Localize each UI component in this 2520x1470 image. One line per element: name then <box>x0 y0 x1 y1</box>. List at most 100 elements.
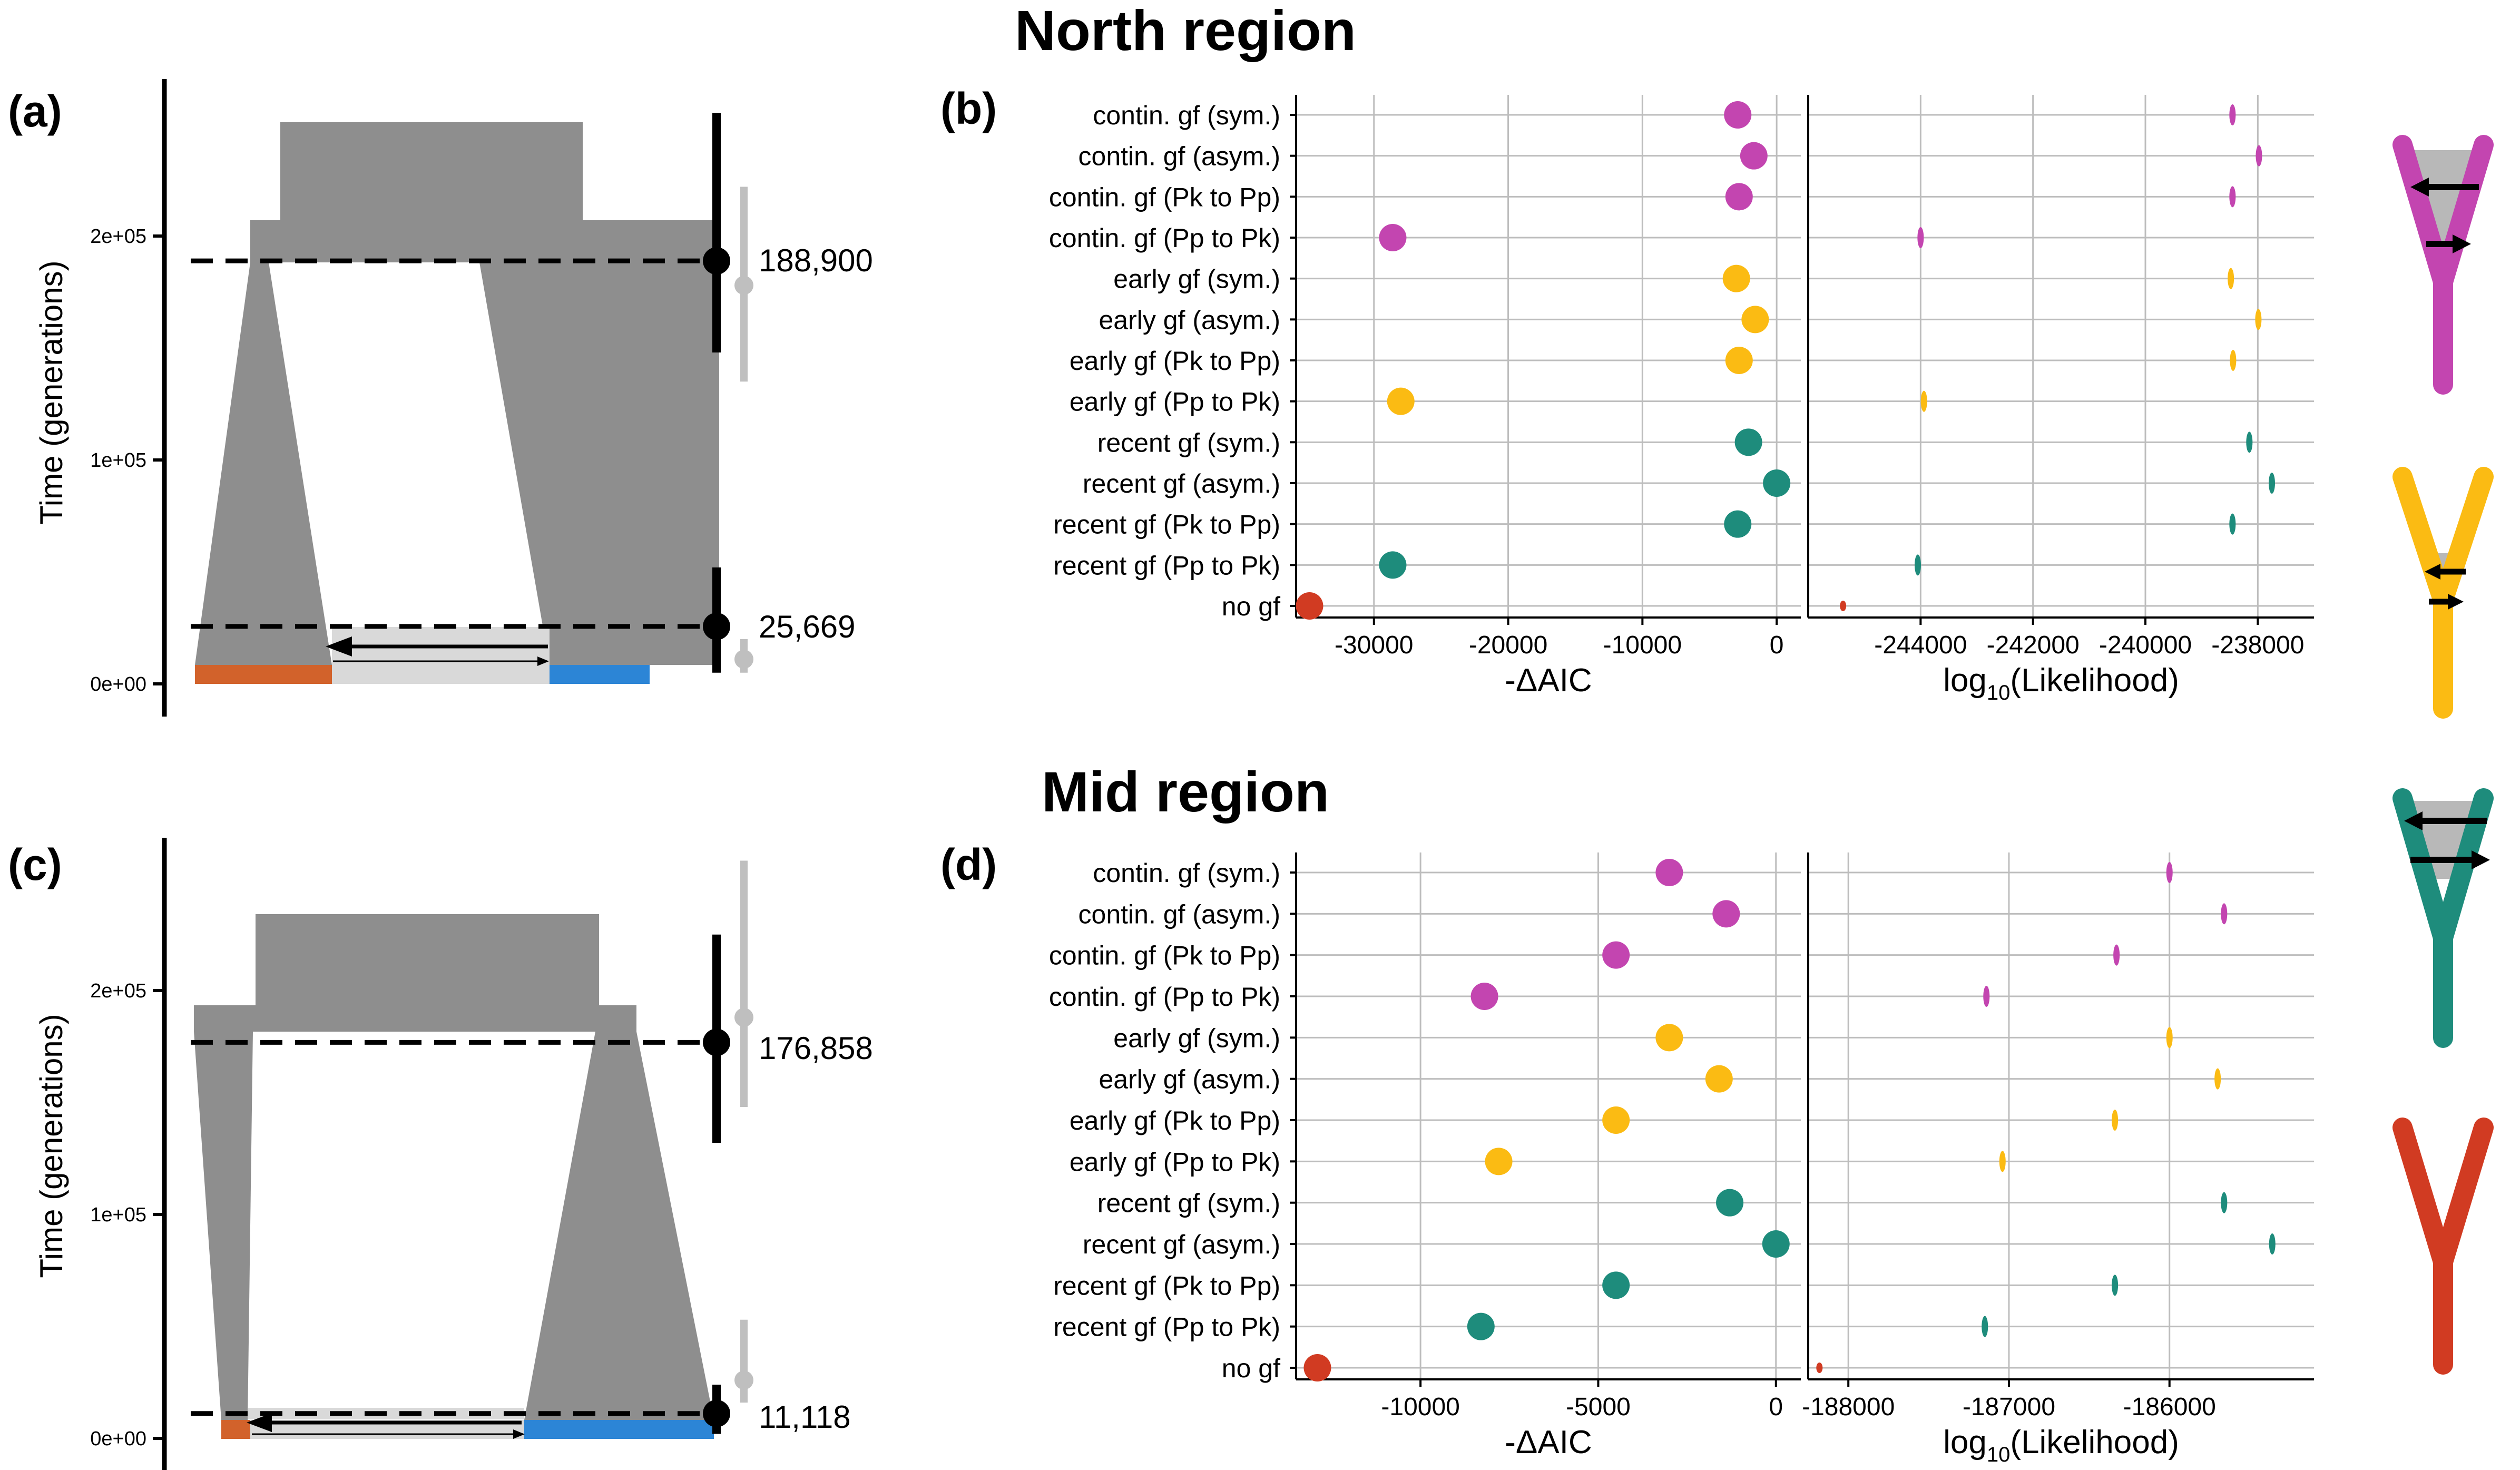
legend-recent-arrow-left-head <box>2404 811 2423 830</box>
legend-recent-schematic <box>2392 788 2494 1048</box>
panel-c-arrow-right-head <box>513 1429 525 1439</box>
panel-c-arrow-left-head <box>247 1413 272 1432</box>
panel-d-row-label: no gf <box>1222 1354 1280 1383</box>
panel-b-likelihood-point <box>2229 513 2236 535</box>
panel-c-events <box>191 860 753 1434</box>
panel-d-row-label: contin. gf (sym.) <box>1093 858 1280 888</box>
legend-early-arrow-right-head <box>2448 594 2464 610</box>
panel-b-left-x-axis-title: -ΔAIC <box>1505 662 1592 699</box>
panel-a-event-1-gray-point <box>734 276 753 295</box>
mid-region-title: Mid region <box>1042 760 1329 824</box>
panel-d-likelihood-point <box>2221 1192 2228 1213</box>
panel-b-right-xtick-label: -238000 <box>2211 631 2304 659</box>
panel-b-row-label: early gf (sym.) <box>1113 264 1280 294</box>
panel-d-likelihood-point <box>1982 1316 1988 1337</box>
panel-c-ytick-label-0: 0e+00 <box>90 1428 146 1450</box>
legend-contin-arrow-left-head <box>2410 178 2429 197</box>
panel-b-likelihood-point <box>1920 390 1927 412</box>
panel-d-likelihood-point <box>2112 1110 2119 1131</box>
panel-b-dot-charts: contin. gf (sym.) contin. gf (asym.) conti… <box>1049 95 2314 704</box>
panel-c-pop-blue <box>524 1420 714 1439</box>
panel-d-aic-point <box>1602 1106 1630 1134</box>
panel-b-likelihood-point <box>2229 104 2236 125</box>
panel-b-left-xtick-label: -10000 <box>1603 631 1682 659</box>
panel-a-pop1-branch <box>195 262 332 665</box>
legend-nogf-schematic <box>2392 1118 2494 1375</box>
panel-b-row-label: early gf (Pp to Pk) <box>1070 387 1280 417</box>
panel-d-likelihood-point <box>2221 903 2228 925</box>
panel-a-event-label-1: 188,900 <box>759 243 873 278</box>
legend-early-schematic <box>2392 467 2494 719</box>
panel-d-likelihood-point <box>2269 1233 2276 1255</box>
panel-b-aic-point <box>1741 306 1769 334</box>
panel-b-aic-point <box>1725 347 1753 374</box>
panel-a-demography: 0e+00 1e+05 2e+05 Time (generations) 188… <box>34 79 873 717</box>
panel-c-pop2-branch <box>524 1032 714 1420</box>
panel-b-row-label: early gf (Pk to Pp) <box>1070 346 1280 376</box>
panel-b-likelihood-point <box>2269 473 2275 494</box>
panel-b-aic-point <box>1379 224 1407 251</box>
legend-nogf-y-shape <box>2392 1118 2494 1272</box>
panel-a-event-2-point <box>703 612 730 640</box>
panel-b-aic-point <box>1763 469 1791 497</box>
panel-b-right-xtick-label: -244000 <box>1874 631 1967 659</box>
panel-d-row-label: early gf (sym.) <box>1113 1023 1280 1053</box>
panel-b-row-label: contin. gf (sym.) <box>1093 101 1280 130</box>
panel-b-likelihood-point <box>1915 554 1921 576</box>
panel-b-aic-point <box>1296 592 1323 620</box>
panel-b-row-label: recent gf (Pk to Pp) <box>1053 510 1280 540</box>
panel-b-row-label: contin. gf (Pp to Pk) <box>1049 223 1280 253</box>
panel-d-right-xtick-label: -186000 <box>2123 1393 2216 1421</box>
panel-b-right-xtick-label: -242000 <box>1987 631 2080 659</box>
panel-d-aic-point <box>1655 859 1683 886</box>
panel-a-event-1-point <box>703 247 730 275</box>
panel-d-aic-point <box>1655 1024 1683 1052</box>
panel-d-row-label: recent gf (Pk to Pp) <box>1053 1271 1280 1300</box>
panel-b-aic-point <box>1379 551 1407 579</box>
panel-b-left-xtick-label: -30000 <box>1335 631 1413 659</box>
panel-c-ancestral-band <box>194 1005 636 1032</box>
panel-d-aic-point <box>1467 1312 1495 1340</box>
panel-d-aic-point <box>1762 1230 1790 1258</box>
panel-d-likelihood-point <box>2166 1027 2173 1048</box>
panel-b-likelihood-point <box>2256 145 2262 166</box>
panel-d-row-label: contin. gf (Pp to Pk) <box>1049 982 1280 1012</box>
panel-c-event-1-point <box>703 1028 730 1056</box>
panel-a-events <box>191 113 753 673</box>
panel-a-pop2-branch <box>479 262 719 665</box>
panel-a-arrow-left-head <box>326 636 352 656</box>
panel-c-event-label-1: 176,858 <box>759 1031 873 1066</box>
panel-b-right-x-axis-title: log10(Likelihood) <box>1943 662 2179 704</box>
panel-c-demography: 0e+00 1e+05 2e+05 Time (generations) 176… <box>34 838 873 1470</box>
panel-d-row-label: early gf (Pp to Pk) <box>1070 1147 1280 1177</box>
panel-a-ytick-label-2: 2e+05 <box>90 226 146 248</box>
panel-b-aic-point <box>1724 101 1752 129</box>
panel-d-row-label: recent gf (sym.) <box>1097 1189 1280 1218</box>
panel-d-right-x-axis-title: log10(Likelihood) <box>1943 1424 2179 1466</box>
panel-d-left-x-axis-title: -ΔAIC <box>1505 1424 1592 1461</box>
panel-label-d: (d) <box>940 840 997 889</box>
panel-d-likelihood-point <box>2214 1068 2221 1090</box>
panel-d-row-label: early gf (Pk to Pp) <box>1070 1106 1280 1135</box>
panel-d-right-xtick-label: -187000 <box>1963 1393 2055 1421</box>
panel-b-right-xtick-label: -240000 <box>2099 631 2192 659</box>
panel-c-ytick-label-1: 1e+05 <box>90 1204 146 1226</box>
panel-d-aic-point <box>1485 1148 1513 1175</box>
panel-b-aic-point <box>1725 183 1753 211</box>
panel-d-likelihood-point <box>1816 1363 1823 1373</box>
legend-early-arrow-left-head <box>2425 564 2440 580</box>
panel-d-likelihood-point <box>1999 1151 2006 1172</box>
panel-d-row-label: contin. gf (Pk to Pp) <box>1049 941 1280 971</box>
panel-c-pop-orange <box>221 1420 250 1439</box>
panel-c-pop1-branch <box>194 1032 253 1420</box>
panel-b-left-xtick-label: 0 <box>1770 631 1784 659</box>
panel-a-pop-blue <box>550 665 650 684</box>
panel-b-likelihood-point <box>1840 601 1847 611</box>
north-region-title: North region <box>1015 0 1356 62</box>
panel-d-right-xtick-label: -188000 <box>1802 1393 1895 1421</box>
panel-a-ytick-label-0: 0e+00 <box>90 673 146 695</box>
panel-a-event-label-2: 25,669 <box>759 609 856 644</box>
legend-contin-arrow-right-head <box>2453 234 2471 253</box>
panel-d-aic-point <box>1602 1271 1630 1299</box>
